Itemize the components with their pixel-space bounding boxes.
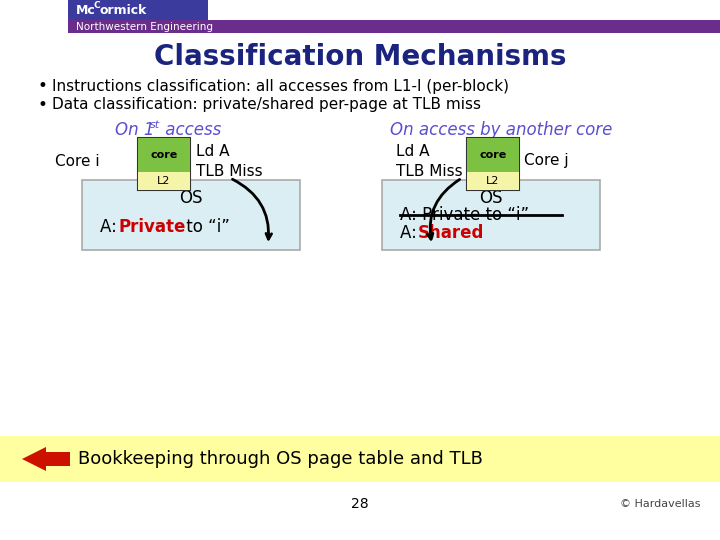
Bar xyxy=(68,20,720,33)
Text: Instructions classification: all accesses from L1-I (per-block): Instructions classification: all accesse… xyxy=(52,78,509,93)
Text: Bookkeeping through OS page table and TLB: Bookkeeping through OS page table and TL… xyxy=(78,450,483,468)
Text: Classification Mechanisms: Classification Mechanisms xyxy=(154,43,566,71)
Text: L2: L2 xyxy=(157,176,171,186)
Text: Ld A: Ld A xyxy=(196,145,230,159)
Text: TLB Miss: TLB Miss xyxy=(196,165,263,179)
Text: core: core xyxy=(150,150,178,160)
Text: TLB Miss: TLB Miss xyxy=(396,165,463,179)
Text: © Hardavellas: © Hardavellas xyxy=(619,499,700,509)
Bar xyxy=(68,0,208,20)
Polygon shape xyxy=(22,447,70,471)
Bar xyxy=(382,180,600,250)
Text: core: core xyxy=(480,150,507,160)
Bar xyxy=(82,180,300,250)
Text: A:: A: xyxy=(400,224,422,242)
Text: Data classification: private/shared per-page at TLB miss: Data classification: private/shared per-… xyxy=(52,98,481,112)
Text: 28: 28 xyxy=(351,497,369,511)
Text: On 1: On 1 xyxy=(115,121,155,139)
Text: Mc: Mc xyxy=(76,3,96,17)
Text: st: st xyxy=(150,120,160,130)
Text: •: • xyxy=(38,96,48,114)
Text: OS: OS xyxy=(179,189,203,207)
Text: ormick: ormick xyxy=(99,3,146,17)
Text: Northwestern Engineering: Northwestern Engineering xyxy=(76,22,213,32)
Bar xyxy=(0,436,720,482)
Text: OS: OS xyxy=(480,189,503,207)
Text: A:: A: xyxy=(100,218,122,236)
Text: L2: L2 xyxy=(486,176,500,186)
Text: Core i: Core i xyxy=(55,154,99,170)
Text: access: access xyxy=(160,121,221,139)
Text: Core j: Core j xyxy=(524,152,569,167)
Text: Private: Private xyxy=(118,218,185,236)
Bar xyxy=(467,138,519,172)
Bar xyxy=(138,138,190,172)
Bar xyxy=(138,138,190,190)
Text: On access by another core: On access by another core xyxy=(390,121,613,139)
Bar xyxy=(467,172,519,190)
Text: •: • xyxy=(38,77,48,95)
Text: to “i”: to “i” xyxy=(181,218,230,236)
Text: Shared: Shared xyxy=(418,224,485,242)
Text: C: C xyxy=(93,2,99,10)
Bar xyxy=(467,138,519,190)
Text: A: Private to “i”: A: Private to “i” xyxy=(400,206,529,224)
Bar xyxy=(138,172,190,190)
Text: Ld A: Ld A xyxy=(396,145,430,159)
